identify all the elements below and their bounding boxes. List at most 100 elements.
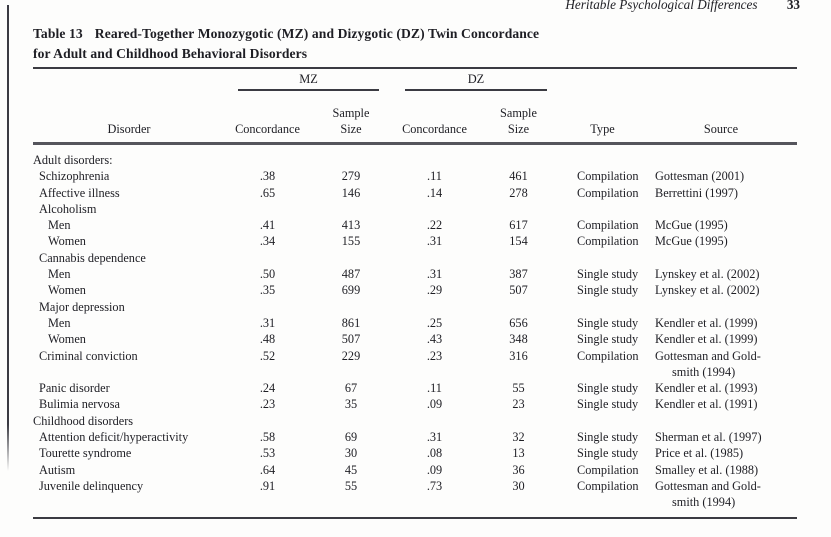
table-row: Major depression (33, 299, 797, 315)
dz-sample-size-cell (477, 250, 560, 266)
dz-concordance-cell: .73 (426, 478, 443, 493)
mz-sample-size-cell: 507 (341, 332, 361, 347)
table-row: Cannabis dependence (33, 250, 797, 266)
disorder-cell: Women (48, 332, 86, 347)
mz-concordance-cell (225, 413, 310, 429)
mz-sample-size-cell (310, 201, 392, 217)
spanner-header-row: MZ DZ (33, 69, 797, 91)
type-cell (560, 299, 645, 315)
mz-concordance-cell: .52 (259, 348, 276, 363)
empty-spanner-cell (560, 69, 645, 91)
type-cell (560, 144, 645, 169)
table-row: Affective illness .65 146 .14 278 Compil… (33, 185, 797, 201)
table-row: Juvenile delinquency .91 55 .73 30 Compi… (33, 478, 797, 518)
page-number: 33 (786, 0, 800, 12)
table-row: Autism .64 45 .09 36 Compilation Smalley… (33, 462, 797, 478)
mz-concordance-cell: .35 (259, 283, 276, 298)
mz-concordance-cell: .23 (259, 397, 276, 412)
dz-sample-size-cell: 656 (509, 315, 528, 330)
mz-sample-size-header: Sample Size (310, 91, 392, 145)
table-row: Adult disorders: (33, 144, 797, 169)
mz-sample-size-cell: 413 (341, 218, 361, 233)
source-cell: McGue (1995) (655, 218, 728, 233)
mz-concordance-cell: .34 (259, 234, 276, 249)
disorder-cell: Juvenile delinquency (39, 478, 144, 493)
type-cell: Compilation (577, 348, 639, 363)
dz-concordance-cell: .43 (426, 332, 443, 347)
dz-spanner: DZ (392, 69, 560, 91)
dz-sample-size-cell: 617 (509, 218, 528, 233)
disorder-cell: Bulimia nervosa (39, 397, 120, 412)
source-cell (645, 250, 797, 266)
dz-concordance-cell (392, 250, 477, 266)
source-cell: McGue (1995) (655, 234, 728, 249)
dz-sample-size-cell: 32 (512, 430, 525, 445)
disorder-cell: Men (48, 218, 71, 233)
mz-sample-size-cell: 30 (344, 446, 358, 461)
dz-sample-size-cell: 507 (509, 283, 528, 298)
table-title: Table 13 Reared-Together Monozygotic (MZ)… (33, 24, 539, 63)
running-head-title: Heritable Psychological Differences (565, 0, 758, 12)
table-row: Men .31 861 .25 656 Single study Kendler… (33, 315, 797, 331)
dz-sample-size-cell: 316 (509, 348, 528, 363)
dz-sample-size-cell: 348 (509, 332, 528, 347)
mz-concordance-cell: .31 (259, 315, 276, 330)
mz-concordance-cell: .58 (259, 430, 276, 445)
mz-concordance-cell: .65 (259, 185, 276, 200)
mz-concordance-cell: .48 (259, 332, 276, 347)
mz-sample-size-cell: 279 (341, 169, 361, 184)
dz-sample-size-cell: 30 (512, 478, 525, 493)
type-cell: Compilation (577, 234, 639, 249)
dz-concordance-header: Concordance (392, 91, 477, 145)
source-cell (645, 201, 797, 217)
type-cell: Compilation (577, 169, 639, 184)
type-cell: Single study (577, 430, 639, 445)
table-row: Childhood disorders (33, 413, 797, 429)
table-number: Table 13 (33, 26, 83, 41)
table-row: Men .50 487 .31 387 Single study Lynskey… (33, 266, 797, 282)
disorder-cell: Women (48, 234, 86, 249)
dz-concordance-cell: .22 (426, 218, 443, 233)
dz-concordance-cell: .09 (426, 462, 443, 477)
source-cell: Kendler et al. (1999) (655, 332, 758, 347)
dz-concordance-cell: .31 (426, 267, 443, 282)
mz-sample-size-cell: 55 (344, 478, 358, 493)
type-cell (560, 413, 645, 429)
mz-sample-size-cell: 487 (341, 267, 361, 282)
disorder-cell: Attention deficit/hyperactivity (39, 430, 189, 445)
disorder-cell: Autism (39, 462, 76, 477)
disorder-cell: Criminal conviction (39, 348, 138, 363)
mz-concordance-cell: .50 (259, 267, 276, 282)
mz-concordance-cell (225, 250, 310, 266)
dz-sample-size-cell (477, 299, 560, 315)
table-row: Criminal conviction .52 229 .23 316 Comp… (33, 348, 797, 381)
dz-concordance-cell: .11 (427, 381, 442, 396)
disorder-cell: Panic disorder (39, 381, 110, 396)
mz-concordance-cell: .38 (259, 169, 276, 184)
running-head: Heritable Psychological Differences 33 (565, 0, 800, 13)
source-cell: Smalley et al. (1988) (655, 462, 759, 477)
dz-sample-size-cell: 36 (512, 462, 525, 477)
type-cell: Compilation (577, 478, 639, 493)
dz-spanner-label: DZ (405, 73, 547, 91)
source-cell (645, 299, 797, 315)
table-row: Men .41 413 .22 617 Compilation McGue (1… (33, 217, 797, 233)
table-row: Schizophrenia .38 279 .11 461 Compilatio… (33, 168, 797, 184)
source-cell: Berrettini (1997) (655, 185, 738, 200)
table-title-line1: Table 13 Reared-Together Monozygotic (MZ)… (33, 24, 539, 44)
type-cell: Single study (577, 446, 639, 461)
source-header: Source (645, 91, 797, 145)
mz-sample-size-cell: 146 (341, 185, 361, 200)
disorder-cell: Adult disorders: (33, 153, 113, 167)
dz-concordance-cell (392, 413, 477, 429)
table-row: Bulimia nervosa .23 35 .09 23 Single stu… (33, 396, 797, 412)
dz-concordance-cell (392, 144, 477, 169)
table-head: MZ DZ Disorder Concordance Sample Size (33, 69, 797, 145)
mz-sample-size-cell (310, 413, 392, 429)
mz-concordance-cell: .64 (259, 462, 276, 477)
type-cell: Compilation (577, 218, 639, 233)
mz-concordance-cell (225, 299, 310, 315)
mz-concordance-cell (225, 201, 310, 217)
dz-concordance-cell: .31 (426, 234, 443, 249)
